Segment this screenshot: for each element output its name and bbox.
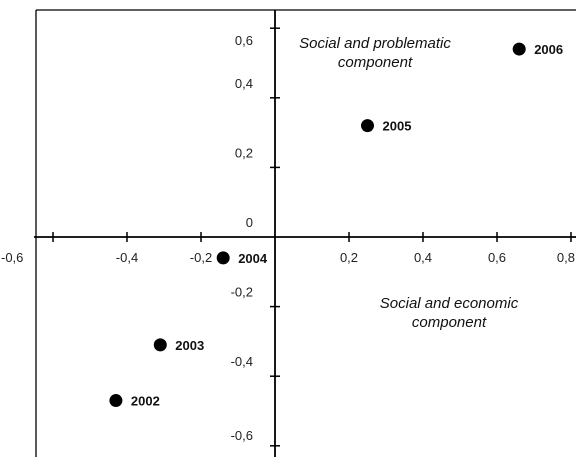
y-tick-label-0-4: 0,4 — [235, 76, 253, 91]
point-label-2003: 2003 — [175, 338, 204, 353]
point-2005 — [361, 119, 374, 133]
point-label-2006: 2006 — [534, 42, 563, 57]
point-label-2005: 2005 — [383, 119, 412, 134]
x-tick-label-0-6: 0,6 — [488, 250, 506, 265]
y-tick-label-0-4: -0,4 — [231, 354, 253, 369]
annotation-line: Social and problematic — [299, 35, 451, 52]
x-tick-label-0-4: 0,4 — [414, 250, 432, 265]
y-tick-label-0-6: 0,6 — [235, 33, 253, 48]
y-tick-label-0: 0 — [246, 215, 253, 230]
y-tick-label-0-2: 0,2 — [235, 145, 253, 160]
y-tick-label-0-6: -0,6 — [231, 428, 253, 443]
annotation-social-problematic: Social and problematic component — [299, 35, 451, 71]
x-tick-label-0-2: 0,2 — [340, 250, 358, 265]
plot-frame — [35, 9, 576, 457]
x-tick-label-0-6: -0,6 — [1, 250, 23, 265]
x-tick-label-0-2: -0,2 — [190, 250, 212, 265]
annotation-line: component — [412, 314, 487, 331]
x-tick-label-0-8: 0,8 — [557, 250, 575, 265]
annotation-line: component — [338, 54, 413, 71]
annotation-line: Social and economic — [380, 295, 519, 312]
point-2003 — [153, 338, 167, 352]
ticks: -0,6 -0,4 -0,2 0,2 0,4 0,6 0,8 0,6 0,4 0,2 0 -0,2 -0… — [1, 27, 575, 447]
axes — [34, 10, 576, 457]
point-2006 — [512, 42, 526, 56]
point-label-2004: 2004 — [238, 251, 268, 266]
x-tick-label-0-4: -0,4 — [116, 250, 138, 265]
y-tick-label-0-2: -0,2 — [231, 285, 253, 300]
point-label-2002: 2002 — [131, 394, 160, 409]
point-2004 — [216, 251, 230, 265]
point-2002 — [109, 394, 123, 408]
data-points: 2002 2003 2004 2005 2006 — [109, 42, 563, 409]
annotation-social-economic: Social and economic component — [380, 295, 519, 331]
